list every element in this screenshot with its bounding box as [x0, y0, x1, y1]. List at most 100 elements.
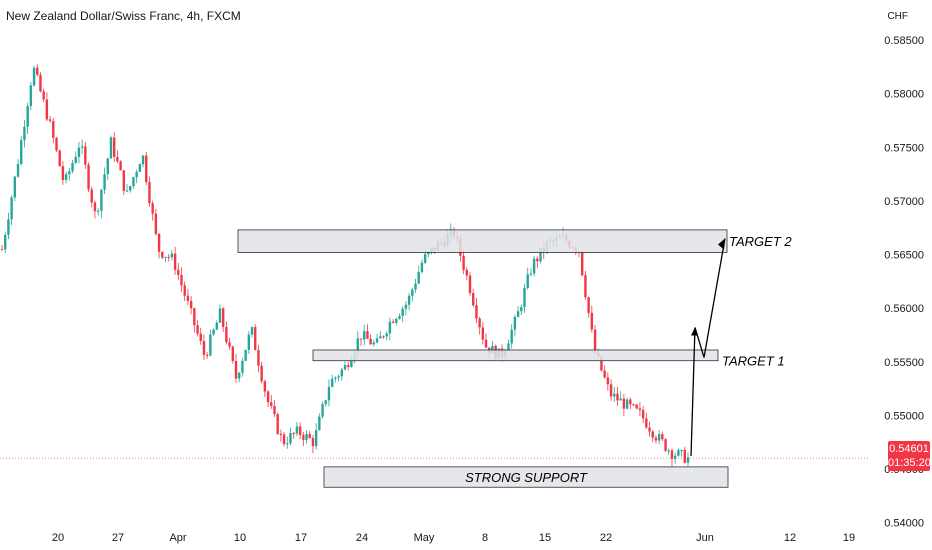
candle-body — [138, 164, 142, 172]
candle-body — [279, 433, 283, 435]
candle-body — [135, 171, 138, 178]
candle-body — [423, 254, 427, 263]
candle-body — [347, 365, 350, 367]
candle-body — [523, 288, 526, 308]
candle-body — [417, 272, 420, 284]
candle-body — [372, 342, 376, 345]
candle-body — [189, 300, 193, 309]
candle-body — [36, 67, 39, 75]
candle-body — [536, 258, 539, 262]
candle-body — [686, 457, 690, 463]
candle-body — [680, 450, 683, 452]
candle-body — [657, 434, 661, 441]
x-tick-label: 8 — [482, 532, 488, 544]
candle-body — [359, 338, 363, 340]
candle-body — [42, 91, 45, 100]
candle-body — [39, 74, 42, 92]
candle-body — [539, 247, 542, 262]
candle-body — [129, 186, 132, 191]
y-tick-label: 0.57500 — [884, 142, 924, 154]
candle-body — [250, 327, 254, 335]
candle-body — [356, 338, 360, 353]
candle-body — [132, 177, 135, 187]
candle-body — [64, 174, 68, 180]
candle-body — [96, 210, 100, 212]
y-tick-label: 0.56500 — [884, 250, 924, 262]
candle-body — [61, 166, 65, 180]
candle-body — [13, 176, 17, 198]
candle-body — [414, 283, 417, 290]
x-tick-label: Jun — [696, 532, 714, 544]
x-tick-label: 17 — [295, 532, 307, 544]
candle-body — [103, 174, 106, 190]
candle-body — [109, 137, 113, 159]
zone-strong-support — [323, 466, 729, 488]
chart-title: New Zealand Dollar/Swiss Franc, 4h, FXCM — [6, 9, 241, 23]
candle-body — [45, 99, 49, 120]
candle-body — [629, 399, 632, 405]
candle-body — [318, 416, 321, 431]
candle-body — [225, 326, 228, 343]
candle-body — [221, 308, 225, 327]
candle-body — [77, 147, 81, 157]
candle-body — [327, 386, 331, 401]
zone-label-target-2: TARGET 2 — [729, 234, 792, 249]
candle-body — [420, 262, 424, 273]
candle-body — [603, 370, 606, 378]
candle-body — [532, 258, 536, 274]
candle-body — [385, 333, 388, 337]
candle-body — [587, 297, 590, 313]
candle-body — [382, 336, 385, 338]
candle-body — [395, 318, 398, 323]
candle-body — [116, 156, 119, 162]
last-price-badge: 0.54601 01:35:20 — [888, 441, 931, 471]
x-tick-label: 22 — [600, 532, 612, 544]
candle-body — [613, 393, 616, 397]
candle-body — [52, 120, 55, 138]
candle-body — [411, 289, 414, 296]
candle-body — [148, 182, 151, 204]
candle-body — [119, 161, 122, 171]
candle-body — [401, 308, 404, 316]
candle-body — [199, 333, 202, 342]
candle-body — [292, 433, 295, 435]
zone-label-strong-support: STRONG SUPPORT — [465, 470, 588, 485]
candle-body — [193, 308, 196, 326]
candle-body — [164, 256, 167, 258]
candle-body — [205, 354, 209, 356]
candle-body — [606, 377, 610, 385]
candle-body — [298, 426, 302, 435]
candle-body — [295, 426, 299, 434]
candle-body — [183, 285, 186, 296]
candle-body — [363, 331, 366, 340]
candle-body — [106, 158, 109, 175]
candle-body — [48, 119, 52, 121]
y-tick-label: 0.58500 — [884, 35, 924, 47]
candle-body — [379, 336, 382, 339]
candle-body — [141, 155, 145, 165]
candle-body — [16, 164, 20, 177]
candle-body — [330, 378, 334, 387]
candle-body — [600, 356, 603, 371]
candle-body — [32, 67, 36, 86]
candle-body — [0, 249, 4, 251]
candle-body — [654, 437, 658, 441]
candle-body — [161, 251, 164, 258]
candle-body — [212, 329, 215, 335]
candle-body — [337, 376, 340, 378]
candle-body — [407, 295, 411, 305]
candle-body — [241, 360, 244, 373]
candle-body — [254, 327, 257, 351]
y-tick-label: 0.55000 — [884, 410, 924, 422]
bar-countdown: 01:35:20 — [888, 457, 931, 469]
candle-body — [90, 189, 93, 203]
candle-body — [202, 341, 206, 355]
x-tick-label: 20 — [52, 532, 64, 544]
y-tick-label: 0.54000 — [884, 518, 924, 530]
candle-body — [375, 338, 379, 343]
candle-body — [507, 343, 510, 351]
candle-body — [4, 234, 7, 250]
candle-body — [266, 391, 270, 403]
x-tick-label: 15 — [539, 532, 551, 544]
candle-body — [276, 414, 279, 434]
